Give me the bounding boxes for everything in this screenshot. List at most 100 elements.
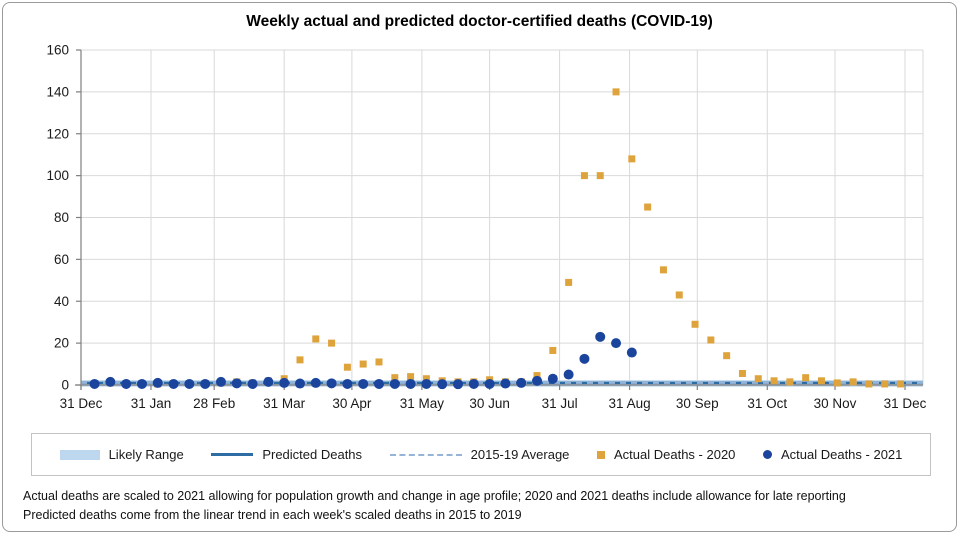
data-point-2020 [375,358,383,366]
data-point-2021 [532,375,543,386]
data-point-2021 [121,378,132,389]
x-tick-label: 30 Jun [469,396,510,411]
legend-label: Actual Deaths - 2021 [780,447,903,462]
y-tick-label: 20 [54,336,69,351]
x-tick-label: 30 Apr [332,396,372,411]
predicted-line-icon [211,453,254,456]
data-point-2020 [691,320,699,328]
y-tick-label: 120 [46,126,69,141]
data-point-2021 [484,378,495,389]
chart-plot-area: 0 20 40 60 80 100 120 140 160 31 Dec 31 Jan 28 Feb 3… [46,43,927,412]
data-point-2020 [817,377,825,385]
data-point-2020 [896,380,904,388]
likely-range-swatch-icon [59,449,100,460]
dashed-line-icon [389,453,462,456]
data-point-2020 [833,379,841,387]
y-tick-label: 0 [61,378,69,393]
data-point-2020 [723,352,731,360]
data-point-2020 [343,363,351,371]
y-tick-label: 80 [54,210,69,225]
x-tick-label: 31 Jan [131,396,172,411]
data-point-2020 [612,88,620,96]
data-point-2021 [152,377,163,388]
data-point-2020 [754,375,762,383]
data-point-2020 [359,360,367,368]
footnote-line-1: Actual deaths are scaled to 2021 allowin… [23,489,846,503]
legend-label: Actual Deaths - 2020 [614,447,736,462]
x-tick-label: 31 Aug [609,396,651,411]
data-point-2020 [296,356,304,364]
data-point-2021 [611,338,622,349]
data-point-2021 [373,378,384,389]
y-tick-label: 140 [46,84,69,99]
data-point-2021 [89,378,100,389]
y-tick-label: 160 [46,43,69,58]
data-point-2021 [326,378,337,389]
y-tick-label: 100 [46,168,69,183]
data-point-2020 [312,335,320,343]
data-point-2021 [563,369,574,380]
data-point-2020 [659,266,667,274]
data-point-2021 [200,378,211,389]
data-point-2021 [500,378,511,389]
data-point-2021 [263,376,274,387]
data-point-2020 [422,375,430,383]
data-point-2020 [328,339,336,347]
legend-item-likely-range: Likely Range [59,447,184,462]
y-tick-label: 60 [54,252,69,267]
data-point-2020 [881,380,889,388]
data-point-2020 [580,172,588,180]
data-point-2020 [707,336,715,344]
data-point-2020 [407,373,415,381]
data-point-2021 [547,373,558,384]
data-point-2020 [738,369,746,377]
data-point-2020 [786,378,794,386]
chart-title: Weekly actual and predicted doctor-certi… [246,13,713,30]
legend-label: Predicted Deaths [262,447,363,462]
data-point-2021 [579,353,590,364]
x-tick-label: 31 Dec [60,396,103,411]
data-point-2021 [516,377,527,388]
data-point-2020 [849,378,857,386]
footnotes: Actual deaths are scaled to 2021 allowin… [23,487,939,526]
data-point-2020 [596,172,604,180]
legend: Likely Range Predicted Deaths 2015-19 Av… [31,433,931,476]
data-point-2020 [549,346,557,354]
x-tick-label: 31 Jul [542,396,578,411]
data-point-2021 [389,378,400,389]
data-point-2020 [391,374,399,382]
data-point-2021 [168,378,179,389]
data-point-2021 [184,378,195,389]
data-point-2021 [342,378,353,389]
data-point-2021 [405,378,416,389]
data-point-2021 [453,379,464,390]
data-point-2020 [565,278,573,286]
data-point-2020 [644,203,652,211]
legend-item-predicted-deaths: Predicted Deaths [211,447,362,462]
footnote-line-2: Predicted deaths come from the linear tr… [23,508,522,523]
x-tick-label: 31 Dec [884,396,927,411]
y-tick-label: 40 [54,294,69,309]
data-point-2020 [533,372,541,380]
square-marker-icon [597,450,605,459]
x-tick-label: 30 Nov [814,396,857,411]
x-tick-label: 31 Oct [747,396,787,411]
data-point-2021 [421,378,432,389]
data-point-2021 [231,378,242,389]
data-point-2020 [865,380,873,388]
x-tick-label: 28 Feb [193,396,235,411]
legend-item-actual-2020: Actual Deaths - 2020 [597,447,735,462]
x-tick-label: 31 Mar [263,396,306,411]
data-point-2020 [770,377,778,385]
data-point-2021 [310,377,321,388]
data-point-2021 [595,331,606,342]
data-point-2021 [358,378,369,389]
legend-item-average: 2015-19 Average [389,447,570,462]
data-point-2021 [215,376,226,387]
data-point-2021 [294,378,305,389]
data-point-2021 [136,378,147,389]
data-point-2021 [437,379,448,390]
legend-item-actual-2021: Actual Deaths - 2021 [762,447,903,462]
legend-label: 2015-19 Average [470,447,570,462]
